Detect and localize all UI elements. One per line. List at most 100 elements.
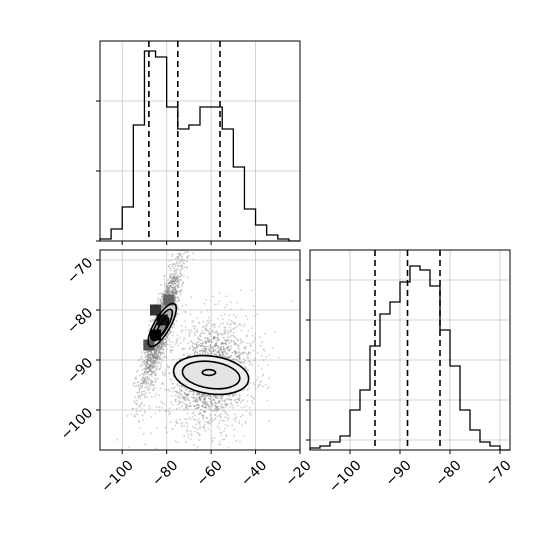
- scatter-point: [210, 416, 213, 419]
- scatter-point: [138, 406, 140, 408]
- scatter-point: [176, 257, 178, 260]
- scatter-point: [177, 283, 180, 286]
- scatter-point: [219, 405, 221, 408]
- scatter-point: [158, 355, 161, 358]
- scatter-point: [158, 394, 161, 397]
- scatter-point: [137, 396, 140, 399]
- scatter-point: [220, 332, 222, 335]
- scatter-point: [168, 413, 171, 416]
- scatter-point: [239, 338, 242, 341]
- scatter-point: [251, 334, 254, 337]
- scatter-point: [191, 345, 194, 347]
- scatter-point: [227, 419, 229, 422]
- scatter-point: [254, 387, 257, 390]
- scatter-point: [224, 403, 227, 406]
- scatter-point: [141, 381, 144, 383]
- scatter-point: [163, 283, 166, 286]
- scatter-point: [183, 259, 185, 262]
- scatter-point: [135, 370, 138, 373]
- scatter-point: [232, 334, 234, 337]
- scatter-point: [250, 327, 253, 329]
- scatter-point: [210, 409, 213, 411]
- scatter-point: [188, 416, 191, 419]
- scatter-point: [222, 350, 225, 353]
- scatter-point: [193, 347, 196, 349]
- scatter-point: [170, 286, 173, 289]
- scatter-point: [223, 430, 225, 433]
- scatter-point: [225, 295, 228, 298]
- scatter-point: [178, 388, 181, 390]
- scatter-point: [264, 332, 267, 335]
- x-tick-label: −60: [194, 457, 226, 489]
- scatter-point: [223, 355, 226, 358]
- scatter-point: [147, 352, 149, 354]
- scatter-point: [176, 334, 179, 337]
- scatter-point: [172, 358, 175, 361]
- scatter-point: [186, 412, 189, 415]
- scatter-point: [179, 261, 182, 263]
- scatter-point: [242, 352, 245, 355]
- scatter-point: [198, 350, 201, 352]
- scatter-point: [138, 427, 141, 429]
- scatter-point: [217, 333, 220, 336]
- scatter-point: [165, 356, 168, 359]
- scatter-point: [154, 379, 157, 382]
- scatter-point: [179, 269, 182, 272]
- scatter-point: [211, 405, 214, 407]
- scatter-point: [259, 344, 262, 347]
- scatter-point: [204, 399, 207, 401]
- scatter-point: [195, 210, 197, 212]
- scatter-point: [247, 460, 249, 462]
- scatter-point: [221, 419, 224, 422]
- scatter-point: [172, 273, 175, 275]
- scatter-point: [160, 284, 162, 286]
- scatter-point: [178, 262, 181, 264]
- scatter-point: [174, 263, 177, 266]
- scatter-point: [199, 334, 202, 337]
- scatter-point: [177, 242, 179, 244]
- scatter-point: [197, 422, 200, 424]
- scatter-point: [160, 303, 163, 305]
- scatter-point: [174, 394, 177, 397]
- scatter-point: [183, 398, 186, 401]
- scatter-point: [239, 324, 242, 326]
- scatter-point: [222, 333, 224, 336]
- scatter-point: [192, 258, 195, 261]
- scatter-point: [202, 341, 204, 344]
- scatter-point: [235, 416, 238, 419]
- scatter-point: [205, 451, 207, 453]
- scatter-point: [212, 409, 215, 412]
- scatter-point: [151, 361, 154, 364]
- scatter-point: [219, 431, 222, 434]
- x-tick-label: −70: [483, 457, 515, 489]
- scatter-point: [210, 396, 213, 398]
- scatter-point: [168, 343, 171, 346]
- scatter-point: [230, 455, 232, 457]
- scatter-point: [237, 404, 239, 407]
- scatter-point: [229, 335, 231, 338]
- scatter-point: [174, 343, 177, 345]
- scatter-point: [241, 414, 244, 417]
- scatter-point: [138, 421, 140, 423]
- scatter-point: [232, 358, 235, 360]
- scatter-point: [178, 336, 181, 339]
- scatter-point: [198, 344, 201, 346]
- scatter-point: [149, 355, 151, 358]
- scatter-point: [156, 361, 159, 364]
- scatter-point: [228, 417, 231, 420]
- scatter-point: [174, 287, 177, 290]
- scatter-point: [179, 392, 182, 395]
- scatter-point: [142, 390, 144, 393]
- scatter-point: [168, 288, 171, 291]
- scatter-point: [203, 350, 206, 353]
- scatter-point: [218, 349, 220, 352]
- scatter-point: [258, 384, 261, 386]
- scatter-point: [152, 388, 155, 391]
- scatter-point: [246, 400, 249, 403]
- scatter-point: [157, 302, 160, 304]
- scatter-point: [154, 377, 156, 380]
- scatter-point: [227, 414, 230, 416]
- scatter-point: [183, 275, 185, 277]
- scatter-point: [142, 377, 145, 380]
